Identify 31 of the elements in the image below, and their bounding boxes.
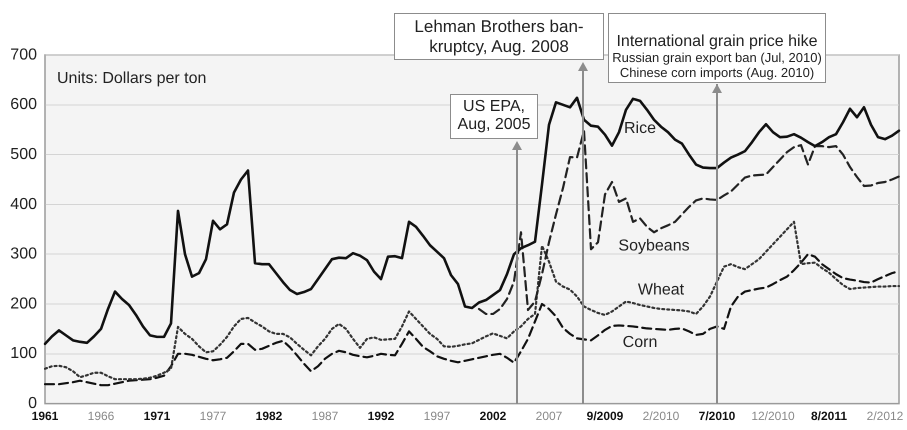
series-label: Soybeans [618,238,690,255]
ref-line-label: International grain price hike Russian grain export ban (Jul, 2010) Chinese corn imports (Aug. 2010) [611,32,823,81]
x-tick-label: 7/2010 [698,409,736,424]
x-tick-label: 1966 [88,409,115,424]
y-tick-label: 700 [10,46,38,64]
x-tick-label: 8/2011 [810,409,848,424]
y-tick-label: 600 [10,96,38,114]
x-tick-label: 2002 [480,409,507,424]
x-tick-label: 12/2010 [751,409,796,424]
y-tick-label: 300 [10,246,38,263]
y-tick-label: 500 [10,146,38,164]
series-label: Corn [622,334,658,351]
x-tick-label: 1987 [312,409,339,424]
x-tick-label: 2/2012 [866,409,904,424]
series-label: Rice [624,120,656,138]
x-tick-label: 1992 [368,409,395,424]
y-tick-label: 200 [10,295,38,312]
x-tick-label: 1997 [424,409,451,424]
x-tick-label: 1977 [200,409,227,424]
annotation: Lehman Brothers ban- kruptcy, Aug. 2008 [394,13,604,60]
x-tick-label: 2/2010 [642,409,680,424]
annotation: US EPA, Aug, 2005 [450,94,538,139]
x-tick-label: 9/2009 [586,409,624,424]
annotation: Units: Dollars per ton [57,70,206,88]
x-tick-label: 2007 [536,409,563,424]
x-tick-label: 1982 [256,409,283,424]
y-tick-label: 400 [10,196,38,213]
y-tick-label: 100 [10,345,38,362]
x-tick-label: 1971 [144,409,171,424]
line-series [44,220,900,380]
series-label: Wheat [638,281,685,298]
